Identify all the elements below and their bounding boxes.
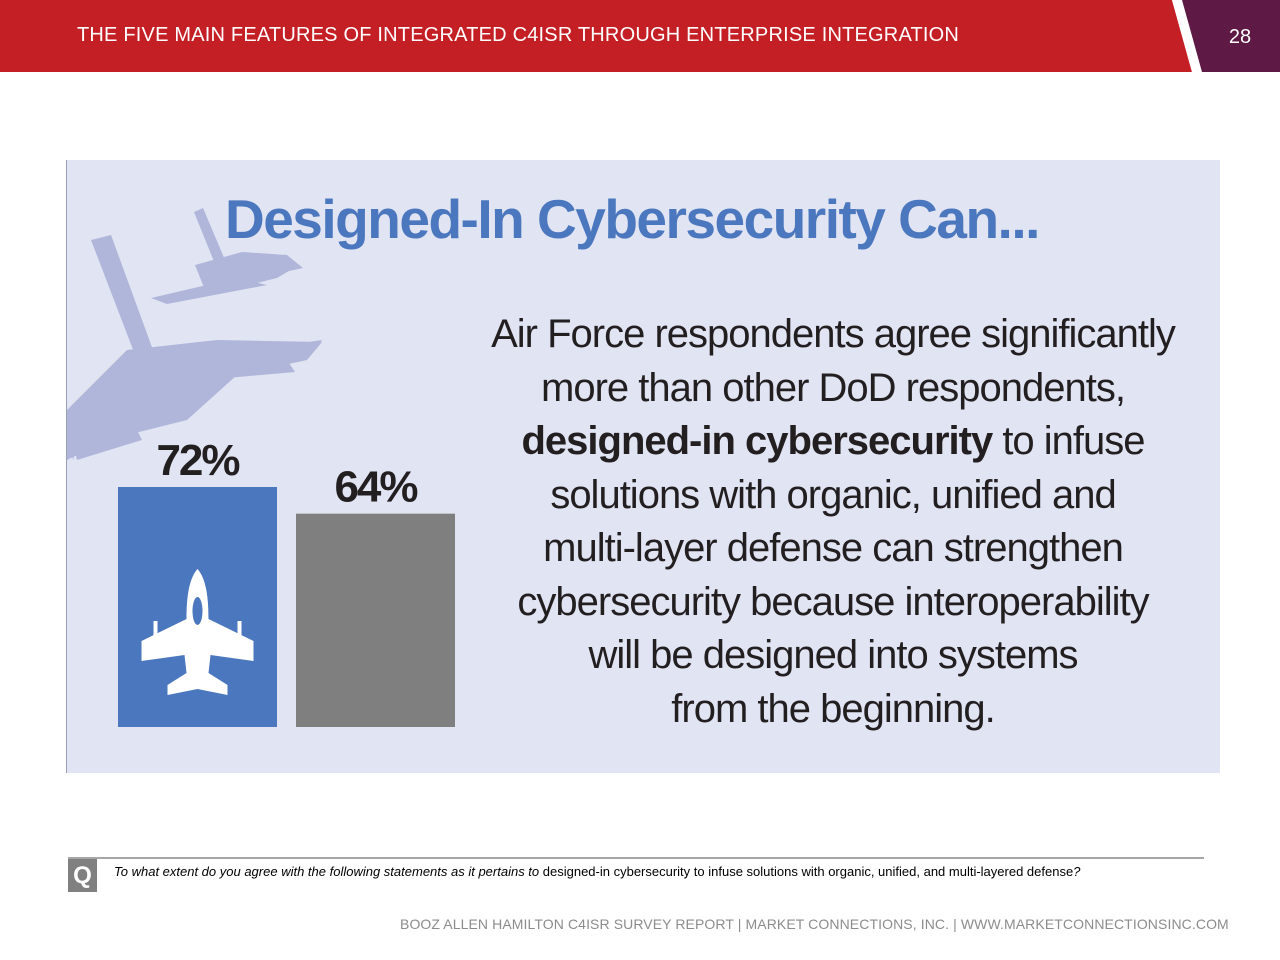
body-line: will be designed into systems	[483, 629, 1183, 683]
small-jet-icon	[151, 208, 303, 304]
fighter-jet-icon	[141, 569, 254, 695]
body-line-text: multi-layer defense can strengthen	[543, 526, 1124, 570]
header-band	[0, 0, 1280, 72]
body-line-text: cybersecurity because interoperability	[517, 579, 1149, 624]
question-rule	[68, 857, 1204, 859]
body-line: more than other DoD respondents,	[483, 362, 1183, 416]
body-line-bold: designed-in cybersecurity	[521, 419, 993, 463]
jets-background	[67, 208, 322, 460]
page-title: THE FIVE MAIN FEATURES OF INTEGRATED C4I…	[77, 24, 960, 46]
body-line: Air Force respondents agree significantl…	[483, 308, 1183, 362]
question-topic: designed-in cybersecurity to infuse solu…	[539, 864, 1074, 879]
body-line-text: solutions with organic, unified and	[550, 472, 1116, 517]
large-jet-icon	[67, 235, 322, 460]
infographic-title-text: Designed-In Cybersecurity Can...	[225, 188, 1040, 250]
body-line: multi-layer defense can strengthen	[483, 522, 1183, 576]
question-end: ?	[1073, 864, 1081, 879]
body-line: from the beginning.	[483, 683, 1183, 737]
bar-chart: 72% 64%	[118, 436, 455, 727]
infographic-panel: Designed-In Cybersecurity Can... 72% 64% …	[66, 160, 1220, 773]
body-line: cybersecurity because interoperability	[483, 576, 1183, 630]
bar-other-dod	[296, 513, 455, 727]
data-label: 64%	[334, 463, 417, 512]
body-line: designed-in cybersecurity to infuse	[483, 415, 1183, 469]
body-line-text: will be designed into systems	[588, 633, 1078, 677]
footer-credits: BOOZ ALLEN HAMILTON C4ISR SURVEY REPORT …	[400, 916, 1229, 932]
data-label: 72%	[156, 436, 239, 485]
body-line-text: to infuse	[992, 419, 1145, 463]
body-line-text: more than other DoD respondents,	[541, 365, 1126, 410]
body-text: Air Force respondents agree significantl…	[483, 308, 1183, 736]
body-line-text: Air Force respondents agree significantl…	[491, 312, 1176, 356]
page-number: 28	[1228, 26, 1252, 48]
survey-question: To what extent do you agree with the fol…	[114, 863, 1204, 881]
body-line: solutions with organic, unified and	[483, 469, 1183, 523]
question-prompt: To what extent do you agree with the fol…	[114, 864, 540, 879]
question-badge: Q	[68, 859, 97, 892]
body-line-text: from the beginning.	[671, 686, 995, 731]
